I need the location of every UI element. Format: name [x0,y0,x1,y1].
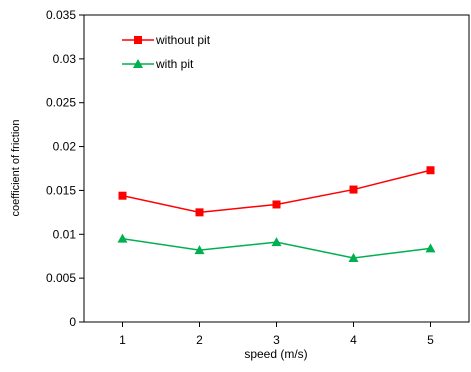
y-tick-label: 0.01 [53,227,77,241]
legend-label: without pit [155,33,211,47]
y-axis-ticks: 0 0.005 0.01 0.015 0.02 0.025 0.03 0.035 [46,8,84,329]
legend: without pit with pit [122,33,211,71]
legend-marker [133,59,143,68]
x-tick-label: 2 [196,333,203,347]
y-tick-label: 0.005 [46,271,76,285]
data-point-marker [195,208,204,217]
data-point-marker [272,200,281,209]
data-point-marker [194,245,205,255]
series-with-pit [117,233,436,262]
data-point-marker [271,237,282,247]
y-tick-label: 0.02 [53,140,77,154]
series-without-pit [118,166,435,217]
legend-item: without pit [122,33,211,47]
y-tick-label: 0.015 [46,183,76,197]
x-axis-ticks: 1 2 3 4 5 [119,322,434,347]
data-point-marker [348,252,359,262]
x-tick-label: 5 [427,333,434,347]
data-point-marker [349,185,358,194]
y-tick-label: 0.035 [46,8,76,22]
y-tick-label: 0.025 [46,96,76,110]
x-tick-label: 4 [350,333,357,347]
data-point-marker [425,243,436,253]
data-point-marker [426,166,435,175]
y-axis-label: coefficient of friction [10,119,22,216]
plot-area-frame [83,14,470,323]
x-tick-label: 3 [273,333,280,347]
x-axis-label: speed (m/s) [244,347,307,361]
data-point-marker [118,191,127,200]
legend-label: with pit [155,57,194,71]
y-tick-label: 0.03 [53,52,77,66]
x-tick-label: 1 [119,333,126,347]
data-point-marker [117,233,128,243]
series-layer [117,166,436,262]
legend-item: with pit [122,57,194,71]
legend-marker [134,36,142,44]
y-tick-label: 0 [69,315,76,329]
